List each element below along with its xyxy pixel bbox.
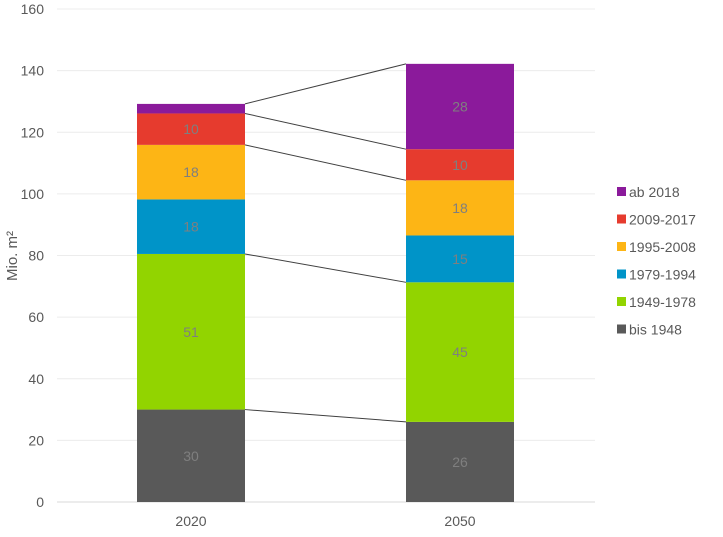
- data-label: 15: [452, 251, 468, 267]
- series-connector: [244, 112, 407, 150]
- series-connector: [244, 253, 407, 283]
- y-tick-label: 0: [36, 494, 44, 510]
- data-label: 28: [452, 99, 468, 115]
- series-connector: [244, 409, 407, 423]
- data-label: 45: [452, 344, 468, 360]
- bar-segment: [137, 199, 245, 254]
- y-axis-label: Mio. m²: [4, 231, 21, 281]
- y-tick-label: 120: [21, 124, 45, 140]
- data-label: 30: [183, 448, 199, 464]
- bar-segment: [406, 149, 514, 181]
- x-tick-label: 2050: [444, 513, 475, 529]
- bar-segment: [406, 63, 514, 150]
- legend-swatch: [617, 242, 626, 251]
- bar-segment: [406, 180, 514, 236]
- y-axis-ticks: 0 20 40 60 80 100 120 140 160: [21, 1, 45, 510]
- legend-label: bis 1948: [629, 322, 682, 338]
- legend-swatch: [617, 214, 626, 224]
- legend-swatch: [617, 269, 626, 279]
- data-label: 26: [452, 454, 468, 470]
- data-label: 18: [452, 200, 468, 216]
- y-tick-label: 140: [21, 63, 45, 79]
- bar-segment: [137, 409, 245, 502]
- data-label: 18: [183, 164, 199, 180]
- bar-segment: [406, 282, 514, 422]
- y-tick-label: 160: [21, 1, 45, 17]
- data-label: 10: [183, 121, 199, 137]
- bars: [137, 63, 514, 502]
- legend-label: 1995-2008: [629, 239, 696, 255]
- x-tick-label: 2020: [175, 513, 206, 529]
- y-tick-label: 60: [28, 309, 44, 325]
- legend-swatch: [617, 187, 626, 196]
- legend-label: ab 2018: [629, 184, 680, 200]
- connector-lines: [244, 63, 407, 423]
- x-axis-ticks: 2020 2050: [175, 513, 475, 529]
- legend-swatch: [617, 324, 626, 334]
- y-tick-label: 80: [28, 248, 44, 264]
- series-connector: [244, 144, 407, 181]
- y-tick-label: 40: [28, 371, 44, 387]
- legend: ab 2018 2009-2017 1995-2008 1979-1994 1949-1…: [617, 184, 696, 338]
- legend-label: 2009-2017: [629, 212, 696, 228]
- y-tick-label: 20: [28, 432, 44, 448]
- data-label: 10: [452, 157, 468, 173]
- y-tick-label: 100: [21, 186, 45, 202]
- legend-label: 1949-1978: [629, 294, 696, 310]
- series-connector: [244, 63, 407, 105]
- segment-labels: 30 51 18 18 10 26 45 15 18 10 28: [183, 99, 468, 470]
- bar-segment: [137, 113, 245, 145]
- data-label: 51: [183, 324, 199, 340]
- legend-swatch: [617, 297, 626, 306]
- bar-segment: [406, 421, 514, 502]
- bar-segment: [406, 235, 514, 283]
- legend-label: 1979-1994: [629, 267, 696, 283]
- data-label: 18: [183, 219, 199, 235]
- bar-segment: [137, 144, 245, 200]
- bar-segment: [137, 253, 245, 410]
- bar-segment: [137, 103, 245, 114]
